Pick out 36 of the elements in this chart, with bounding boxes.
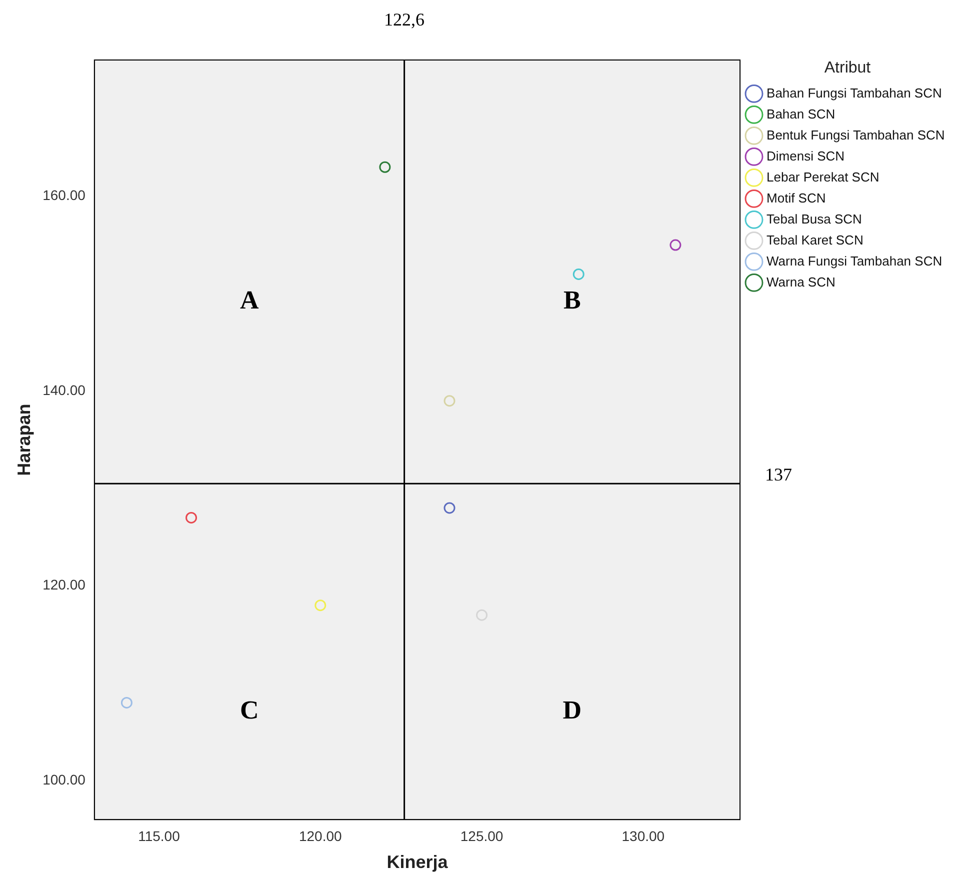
y-tick-label: 140.00 [42,382,86,398]
y-tick-label: 160.00 [42,187,86,204]
legend-label: Tebal Karet SCN [766,232,864,248]
point [120,696,132,708]
annotation: D [562,695,582,724]
y-axis-title: Harapan [14,404,34,476]
legend-title: Atribut [824,59,872,76]
annotation: C [240,695,259,724]
point [476,609,488,621]
legend-label: Bentuk Fungsi Tambahan SCN [766,127,945,142]
legend-label: Tebal Busa SCN [766,211,862,226]
point [379,161,391,173]
x-tick-label: 115.00 [138,828,180,844]
point [444,395,456,407]
x-tick-label: 130.00 [622,828,665,844]
point [186,512,198,524]
text: 137 [765,464,792,484]
point [444,502,456,514]
point [314,600,326,612]
legend-label: Lebar Perekat SCN [766,169,880,184]
x-axis-title: Kinerja [386,852,449,872]
annotation: A [240,286,259,315]
legend-label: Dimensi SCN [766,148,845,164]
y-tick-label: 100.00 [42,772,86,788]
legend-label: Warna Fungsi Tambahan SCN [766,253,942,268]
point [670,239,682,251]
y-tick-label: 120.00 [42,576,86,593]
annotation: B [563,286,581,315]
legend-label: Motif SCN [766,190,826,206]
legend-label: Bahan Fungsi Tambahan SCN [766,85,942,100]
x-tick-label: 120.00 [298,828,342,844]
legend-label: Bahan SCN [766,106,836,122]
legend-label: Warna SCN [766,274,836,290]
ref-line-label: 122,6 [384,10,425,30]
x-tick-label: 125.00 [460,828,504,844]
point [572,268,584,280]
